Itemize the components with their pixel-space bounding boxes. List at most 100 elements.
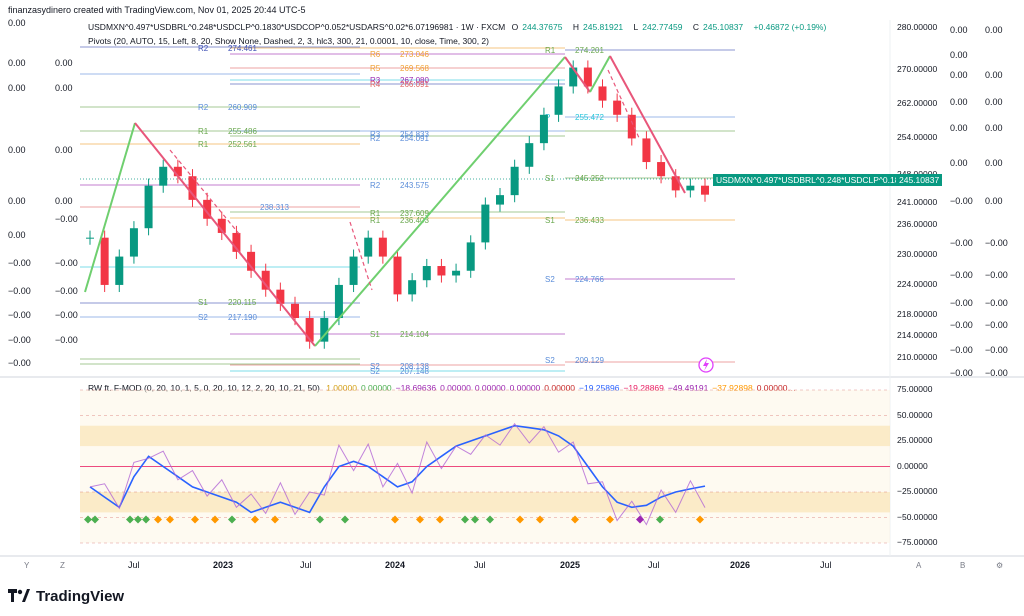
price-tick-label: 254.00000 bbox=[897, 132, 938, 142]
pivots-legend[interactable]: Pivots (20, AUTO, 15, Left, 8, 20, Show … bbox=[88, 36, 489, 46]
ohlc-high: H 245.81921 bbox=[572, 22, 624, 32]
projection-line bbox=[607, 69, 641, 141]
signal-diamond bbox=[84, 515, 92, 524]
tradingview-logo[interactable]: TradingView bbox=[8, 588, 124, 605]
alert-lightning-icon bbox=[698, 357, 714, 373]
osc-tick-label: −75.00000 bbox=[897, 537, 938, 547]
oscillator-value: −19.25896 bbox=[579, 383, 620, 393]
indicator-value: 0.00 bbox=[8, 196, 26, 206]
candle-body bbox=[452, 270, 461, 276]
price-tick-label: 230.00000 bbox=[897, 249, 938, 259]
indicator-value: −0.00 bbox=[8, 286, 31, 296]
pivot-level-label: S2 bbox=[370, 362, 380, 371]
signal-diamond bbox=[636, 515, 644, 524]
zigzag-segment bbox=[564, 56, 591, 93]
time-tick-label: 2024 bbox=[385, 560, 406, 570]
pivot-value-label: 254.091 bbox=[400, 134, 429, 143]
indicator-value: −0.00 bbox=[55, 286, 78, 296]
indicator-value: 0.00 bbox=[950, 70, 968, 80]
indicator-value: 0.00 bbox=[985, 25, 1003, 35]
candle-body bbox=[334, 284, 343, 319]
time-tick-label: 2026 bbox=[730, 560, 751, 570]
axis-button[interactable]: Z bbox=[60, 561, 65, 570]
candle-body bbox=[627, 114, 636, 139]
pivot-value-label: 217.190 bbox=[228, 313, 257, 322]
indicator-value: −0.00 bbox=[950, 196, 973, 206]
indicator-value: −0.00 bbox=[985, 238, 1008, 248]
settings-icon[interactable]: ⚙ bbox=[996, 561, 1004, 570]
indicator-value: −0.00 bbox=[55, 214, 78, 224]
signal-diamond bbox=[391, 515, 399, 524]
pivot-value-label: 255.472 bbox=[575, 113, 604, 122]
indicator-value: 0.00 bbox=[8, 145, 26, 155]
candle-body bbox=[686, 185, 695, 191]
symbol-legend[interactable]: USDMXN^0.497*USDBRL^0.248*USDCLP^0.1830*… bbox=[88, 22, 830, 32]
zigzag-segment bbox=[609, 55, 686, 194]
candle-body bbox=[569, 67, 578, 87]
indicator-value: 0.00 bbox=[950, 158, 968, 168]
indicator-value: −0.00 bbox=[8, 335, 31, 345]
candle-body bbox=[701, 185, 709, 195]
indicator-value: −0.00 bbox=[985, 345, 1008, 355]
chart-attribution: finanzasydinero created with TradingView… bbox=[8, 5, 306, 15]
time-tick-label: Jul bbox=[648, 560, 660, 570]
axis-button[interactable]: Y bbox=[24, 561, 30, 570]
candle-body bbox=[364, 237, 373, 257]
candle-body bbox=[305, 318, 314, 342]
signal-diamond bbox=[696, 515, 704, 524]
axis-button[interactable]: A bbox=[916, 561, 922, 570]
pivot-value-label: 224.766 bbox=[575, 275, 604, 284]
pivot-value-label: 220.115 bbox=[228, 298, 257, 307]
price-tick-label: 241.00000 bbox=[897, 197, 938, 207]
pivot-level-label: S2 bbox=[198, 313, 208, 322]
pivot-level-label: R1 bbox=[370, 209, 381, 218]
pivot-value-label: 252.561 bbox=[228, 140, 257, 149]
price-tick-label: 214.00000 bbox=[897, 330, 938, 340]
pivot-level-label: S2 bbox=[545, 356, 555, 365]
indicator-value: −0.00 bbox=[950, 298, 973, 308]
zigzag-segment bbox=[134, 122, 316, 347]
osc-tick-label: 25.00000 bbox=[897, 435, 933, 445]
indicator-value: −0.00 bbox=[8, 310, 31, 320]
oscillator-value: −49.49191 bbox=[667, 383, 709, 393]
signal-diamond bbox=[142, 515, 150, 524]
axis-button[interactable]: B bbox=[960, 561, 966, 570]
osc-main-line bbox=[89, 424, 706, 514]
oscillator-value: 1.00000 bbox=[326, 383, 357, 393]
candle-body bbox=[100, 237, 109, 285]
signal-diamond bbox=[416, 515, 424, 524]
candle-body bbox=[261, 270, 270, 290]
oscillator-value: 0.00000 bbox=[474, 383, 506, 393]
signal-diamond bbox=[341, 515, 349, 524]
candle-body bbox=[408, 280, 417, 295]
osc-tick-label: −50.00000 bbox=[897, 511, 938, 522]
pivot-value-label: 274.461 bbox=[228, 44, 257, 53]
pivot-value-label: 254.833 bbox=[400, 130, 429, 139]
candle-body bbox=[525, 143, 534, 167]
pivot-level-label: R2 bbox=[370, 181, 381, 190]
pivot-value-label: 243.575 bbox=[400, 181, 429, 190]
signal-diamond bbox=[228, 515, 236, 524]
pivot-level-label: S1 bbox=[198, 298, 208, 307]
oscillator-value: −18.69636 bbox=[395, 383, 437, 393]
pivot-level-label: R5 bbox=[370, 64, 381, 73]
candle-body bbox=[144, 185, 153, 229]
pivot-level-label: R6 bbox=[370, 50, 381, 59]
indicator-value: 0.00 bbox=[8, 58, 26, 68]
indicator-value: −0.00 bbox=[950, 368, 973, 378]
pivot-level-label: R3 bbox=[370, 76, 381, 85]
oscillator-legend[interactable]: RW ft. F-MOD (0, 20, 10, 1, 5, 0, 20, 10… bbox=[88, 383, 804, 393]
pivot-value-label: 269.568 bbox=[400, 64, 429, 73]
tradingview-logo-text: TradingView bbox=[36, 588, 125, 605]
oscillator-title: RW ft. F-MOD (0, 20, 10, 1, 5, 0, 20, 10… bbox=[88, 383, 320, 393]
oscillator-value: 0.00000… bbox=[756, 383, 796, 393]
indicator-value: 0.00 bbox=[985, 123, 1003, 133]
indicator-value: 0.00 bbox=[950, 25, 968, 35]
candle-body bbox=[583, 67, 592, 87]
candle-body bbox=[129, 228, 138, 257]
projection-line bbox=[349, 221, 373, 291]
pivot-value-label: 245.252 bbox=[575, 174, 604, 183]
time-tick-label: 2023 bbox=[213, 560, 234, 570]
candle-body bbox=[393, 256, 402, 295]
